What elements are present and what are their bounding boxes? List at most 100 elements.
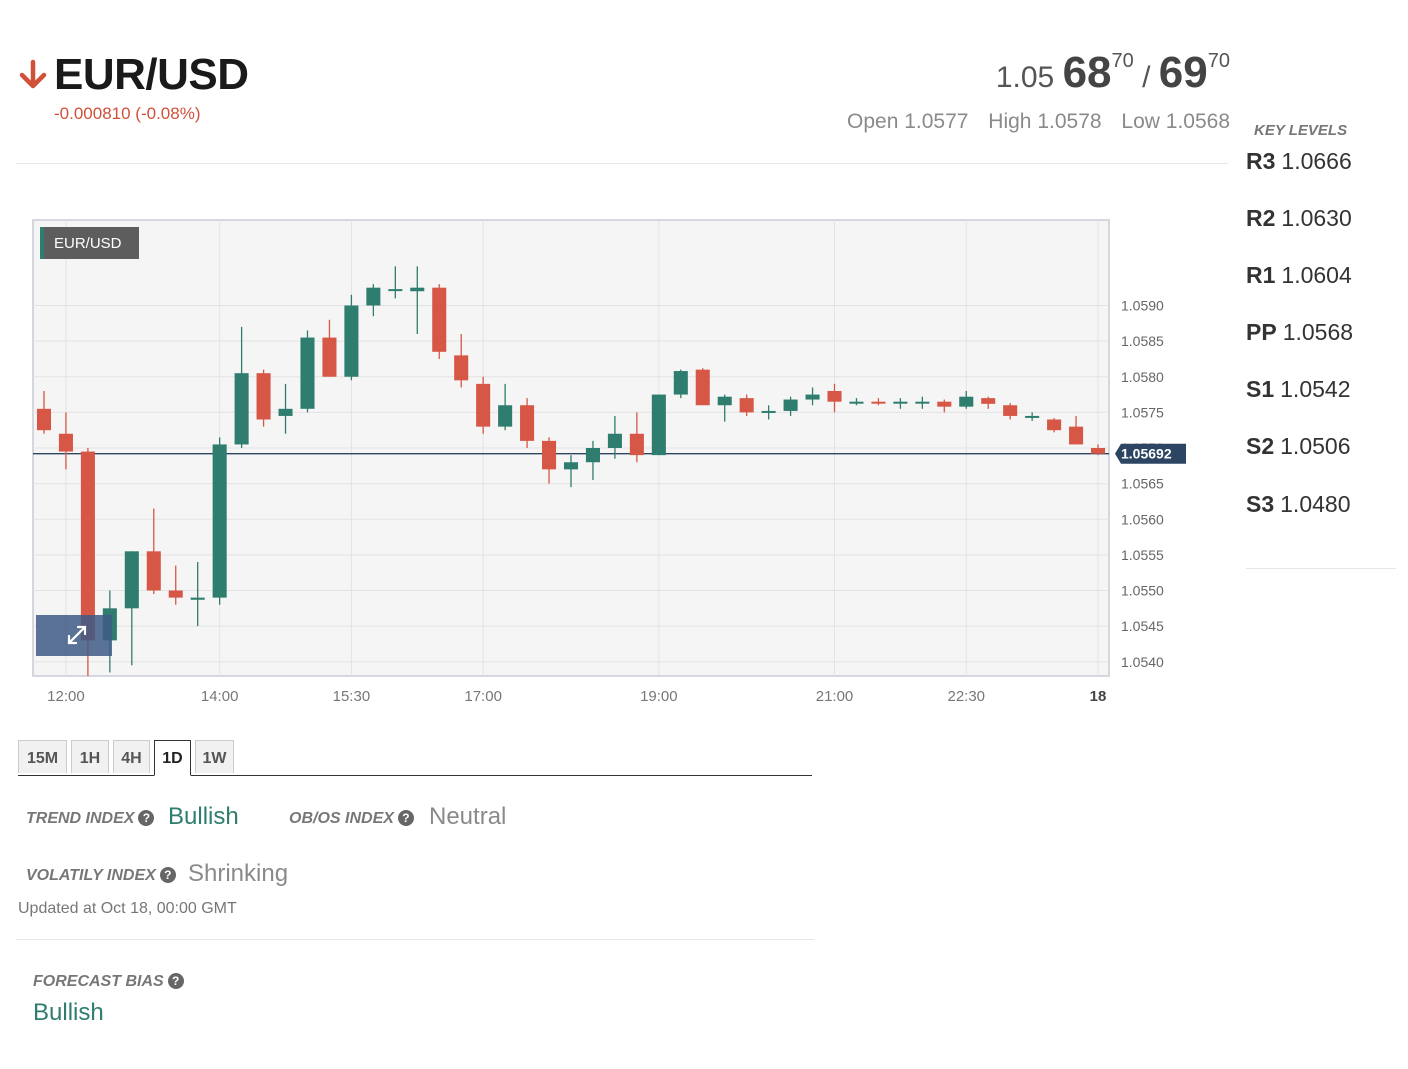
key-level-value: 1.0666 xyxy=(1281,148,1352,174)
chart-symbol-badge: EUR/USD xyxy=(40,227,139,259)
expand-button[interactable] xyxy=(36,615,112,656)
candle-body xyxy=(256,373,271,420)
candle-body xyxy=(849,401,864,404)
candle-body xyxy=(476,383,491,427)
y-tick-label: 1.0575 xyxy=(1121,404,1164,420)
candle xyxy=(1003,403,1018,420)
x-tick-label: 21:00 xyxy=(816,688,854,705)
candle-body xyxy=(322,337,337,377)
open-value: Open 1.0577 xyxy=(847,110,969,133)
candle xyxy=(651,394,666,456)
question-circle-icon[interactable]: ? xyxy=(159,867,176,883)
key-level-name: S3 xyxy=(1246,491,1275,517)
y-tick-label: 1.0540 xyxy=(1121,654,1164,670)
candle xyxy=(124,551,139,666)
y-tick-label: 1.0550 xyxy=(1121,583,1164,599)
question-circle-icon[interactable]: ? xyxy=(397,810,414,826)
x-tick-label: 17:00 xyxy=(464,688,502,705)
candle xyxy=(58,412,73,470)
obos-index-text: OB/OS INDEX xyxy=(289,810,394,827)
candle-body xyxy=(695,369,710,406)
candle xyxy=(761,405,776,420)
tab-1h[interactable]: 1H xyxy=(71,740,109,773)
key-level-value: 1.0506 xyxy=(1280,433,1351,459)
candle-body xyxy=(498,405,513,427)
price-chart[interactable]: 1.05901.05851.05801.05751.05701.05651.05… xyxy=(0,200,1200,720)
obos-index-value: Neutral xyxy=(429,803,507,830)
candle xyxy=(1047,418,1062,433)
key-level-value: 1.0480 xyxy=(1280,491,1351,517)
expand-icon xyxy=(67,625,87,645)
x-tick-label: 14:00 xyxy=(201,688,239,705)
updated-timestamp: Updated at Oct 18, 00:00 GMT xyxy=(18,900,237,917)
price-change: -0.000810 (-0.08%) xyxy=(54,104,201,123)
key-level-s3: S3 1.0480 xyxy=(1246,491,1351,518)
symbol-title: EUR/USD xyxy=(54,50,249,99)
candle-body xyxy=(388,289,403,292)
candle-body xyxy=(893,401,908,404)
volatility-index-text: VOLATILY INDEX xyxy=(26,867,156,884)
candle xyxy=(432,284,447,359)
low-value: Low 1.0568 xyxy=(1121,110,1230,133)
key-level-name: R3 xyxy=(1246,148,1276,174)
candle xyxy=(322,319,337,377)
candle xyxy=(520,398,535,448)
key-level-name: S1 xyxy=(1246,376,1275,402)
key-level-name: R1 xyxy=(1246,262,1276,288)
y-tick-label: 1.0585 xyxy=(1121,333,1164,349)
high-value: High 1.0578 xyxy=(988,110,1102,133)
candle xyxy=(146,508,161,595)
tab-1d[interactable]: 1D xyxy=(154,740,191,776)
price-tag-text: 1.05692 xyxy=(1121,446,1172,462)
candle xyxy=(585,440,600,481)
question-circle-icon[interactable]: ? xyxy=(138,810,155,826)
volatility-index-value: Shrinking xyxy=(188,860,289,887)
candle xyxy=(190,562,205,627)
candle-body xyxy=(410,287,425,292)
ask-pip: 70 xyxy=(1207,50,1230,72)
divider xyxy=(16,163,1228,164)
candle xyxy=(937,399,952,413)
candle-body xyxy=(278,408,293,416)
candle xyxy=(168,565,183,605)
tab-15m[interactable]: 15M xyxy=(18,740,67,773)
candle-body xyxy=(717,396,732,406)
candle xyxy=(454,334,469,388)
candle xyxy=(915,396,930,409)
candle-body xyxy=(454,355,469,381)
candle xyxy=(893,398,908,409)
candle xyxy=(981,396,996,409)
forecast-bias-value: Bullish xyxy=(33,999,104,1026)
candle-body xyxy=(344,305,359,377)
x-tick-label: 22:30 xyxy=(947,688,985,705)
candles xyxy=(36,266,1106,676)
bid-prefix: 1.05 xyxy=(995,61,1055,94)
y-tick-label: 1.0580 xyxy=(1121,369,1164,385)
candle xyxy=(673,369,688,399)
ask-big-figure: 69 xyxy=(1158,48,1208,97)
trend-index-label: TREND INDEX? xyxy=(26,810,155,828)
key-level-value: 1.0630 xyxy=(1281,205,1352,231)
candle xyxy=(1090,444,1106,456)
quote-separator: / xyxy=(1142,61,1151,94)
tab-4h[interactable]: 4H xyxy=(113,740,150,773)
candle xyxy=(366,284,381,317)
x-axis-labels: 12:00 14:00 15:30 17:00 19:00 21:00 22:30 18 xyxy=(47,688,1106,705)
candle xyxy=(563,455,579,488)
candle-body xyxy=(58,433,73,452)
candle-body xyxy=(915,401,930,404)
y-tick-label: 1.0590 xyxy=(1121,298,1164,314)
tab-1w[interactable]: 1W xyxy=(195,740,234,773)
forecast-bias-text: FORECAST BIAS xyxy=(33,973,164,990)
candle xyxy=(498,383,513,431)
candle-body xyxy=(783,399,798,411)
candle-body xyxy=(805,394,820,400)
trend-index-text: TREND INDEX xyxy=(26,810,135,827)
current-price-tag: 1.05692 xyxy=(1115,443,1186,464)
candle-body xyxy=(542,440,557,470)
candle xyxy=(542,437,557,484)
question-circle-icon[interactable]: ? xyxy=(167,973,184,989)
candle-body xyxy=(629,433,644,456)
key-level-s2: S2 1.0506 xyxy=(1246,433,1351,460)
x-tick-label: 12:00 xyxy=(47,688,85,705)
